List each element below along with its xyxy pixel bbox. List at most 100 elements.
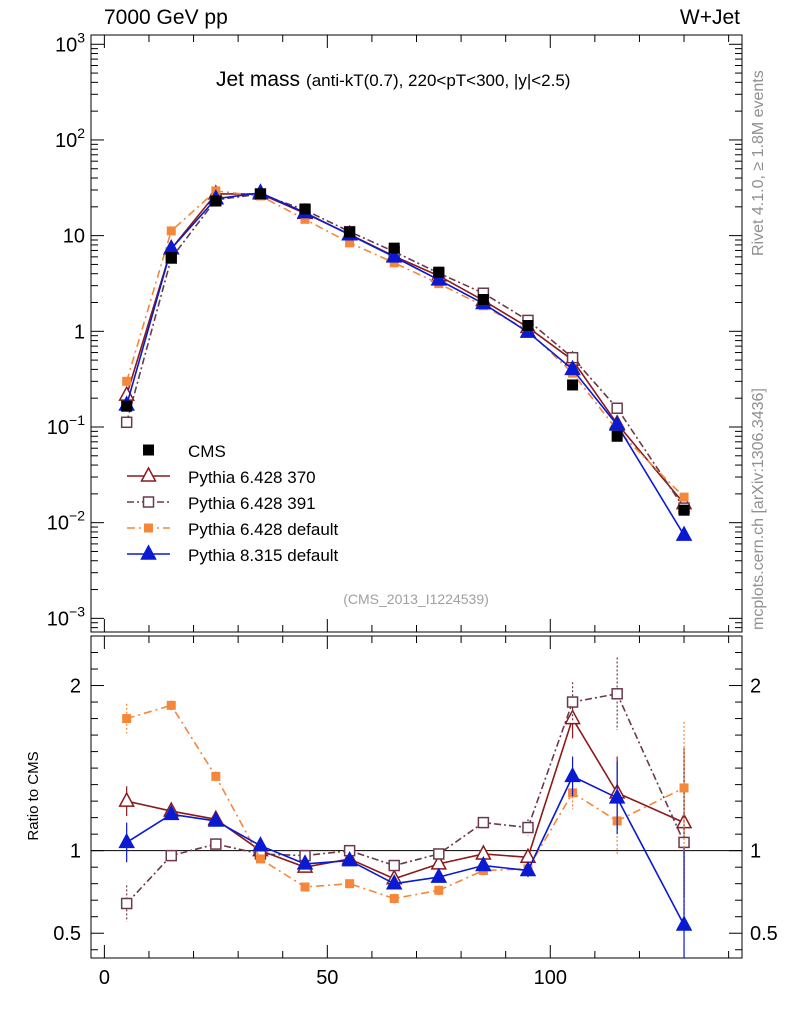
- ratio-point: [385, 874, 403, 890]
- cms-point: [299, 203, 311, 215]
- y-tick-exponent: 2: [77, 125, 85, 141]
- legend-label: Pythia 6.428 default: [188, 520, 339, 539]
- y-tick-exponent: 3: [77, 29, 85, 45]
- legend-marker-cms: [143, 444, 154, 456]
- series-point: [389, 258, 399, 268]
- ratio-point: [207, 811, 225, 827]
- series-point: [122, 376, 132, 386]
- y-tick-label: 10−3: [47, 603, 85, 630]
- ratio-point: [475, 855, 492, 872]
- ratio-point: [210, 838, 222, 850]
- y-tick-exponent: −3: [69, 603, 85, 619]
- ratio-point: [679, 783, 689, 793]
- ratio-point: [166, 700, 176, 710]
- ratio-axis-ticks: 0.5 0.5 1 1 2 2: [53, 652, 778, 951]
- ratio-point: [296, 854, 314, 870]
- ratio-point: [122, 714, 132, 724]
- y-tick-base: 10: [47, 417, 69, 439]
- series-point: [120, 416, 133, 429]
- ratio-point: [434, 885, 444, 895]
- chart-title: Jet mass (anti-kT(0.7), 220<pT<300, |y|<2…: [216, 68, 570, 91]
- ratio-tick-label-left: 2: [70, 676, 81, 698]
- cms-point: [567, 379, 579, 391]
- y-tick-base: 10: [47, 608, 69, 630]
- ratio-tick-label-left: 0.5: [53, 923, 81, 945]
- source-label: mcplots.cern.ch [arXiv:1306.3436]: [750, 388, 767, 630]
- analysis-id: (CMS_2013_I1224539): [343, 591, 489, 607]
- ratio-line-pythia-6-428-391: [126, 692, 685, 905]
- cms-point: [165, 252, 177, 264]
- series-point: [430, 270, 448, 286]
- x-tick-label: 100: [534, 967, 567, 989]
- cms-point: [477, 294, 489, 306]
- x-tick-label: 0: [99, 967, 110, 989]
- chart-title-subtitle: (anti-kT(0.7), 220<pT<300, |y|<2.5): [306, 71, 570, 90]
- ratio-point: [519, 860, 537, 877]
- ratio-point: [566, 696, 579, 708]
- ratio-tick-label-right: 0.5: [750, 923, 778, 945]
- series-point: [611, 402, 623, 414]
- cms-point: [388, 242, 400, 254]
- ratio-point: [564, 766, 581, 783]
- ratio-point: [522, 821, 534, 834]
- legend-marker: [140, 544, 157, 560]
- cms-point: [433, 266, 445, 278]
- ratio-point: [300, 882, 310, 892]
- cms-point: [678, 504, 690, 516]
- ratio-panel-frame: [90, 635, 743, 959]
- legend-label: CMS: [188, 442, 226, 461]
- ratio-point: [118, 791, 135, 807]
- series-point: [300, 214, 310, 224]
- cms-point: [121, 400, 133, 412]
- cms-point: [611, 430, 623, 442]
- y-tick-label: 10: [63, 226, 85, 248]
- energy-label: 7000 GeV pp: [104, 6, 228, 29]
- legend-marker: [142, 496, 155, 508]
- ratio-y-label: Ratio to CMS: [25, 751, 42, 840]
- chart-title-main: Jet mass: [216, 68, 300, 91]
- ratio-panel-series: [118, 657, 693, 958]
- ratio-point: [165, 849, 178, 862]
- series-point: [345, 238, 355, 248]
- legend-marker: [144, 523, 153, 533]
- rivet-label: Rivet 4.1.0, ≥ 1.8M events: [750, 70, 767, 256]
- series-point: [385, 247, 403, 263]
- ratio-line-pythia-6-428-default: [126, 704, 685, 900]
- cms-data-points: [121, 188, 690, 516]
- legend: CMS Pythia 6.428 370 Pythia 6.428 391 Pythi…: [127, 442, 339, 565]
- top-panel-frame: [90, 34, 743, 633]
- process-label: W+Jet: [679, 6, 740, 29]
- y-tick-label: 102: [55, 125, 85, 152]
- ratio-tick-label-right: 1: [750, 841, 761, 863]
- series-point: [679, 492, 689, 502]
- ratio-point: [211, 771, 221, 781]
- y-tick-label: 103: [55, 29, 85, 56]
- cms-point: [254, 188, 266, 200]
- y-tick-label: 1: [74, 321, 85, 343]
- y-tick-label: 10−1: [47, 412, 85, 439]
- ratio-point: [430, 867, 448, 883]
- ratio-point: [564, 708, 581, 725]
- legend-marker: [140, 466, 157, 482]
- ratio-point: [611, 688, 623, 700]
- x-axis-ticks: 0 50 100: [99, 35, 730, 989]
- legend-label: Pythia 6.428 391: [188, 494, 316, 513]
- ratio-point: [341, 850, 358, 867]
- x-tick-label: 50: [316, 967, 338, 989]
- cms-point: [210, 195, 222, 207]
- y-tick-base: 10: [47, 513, 69, 535]
- legend-label: Pythia 6.428 370: [188, 468, 316, 487]
- y-tick-base: 1: [74, 321, 85, 343]
- y-tick-exponent: −1: [69, 412, 85, 428]
- series-point: [608, 415, 626, 431]
- ratio-point: [255, 854, 265, 864]
- ratio-point: [388, 859, 400, 872]
- cms-point: [344, 226, 356, 238]
- series-point: [564, 359, 581, 376]
- y-tick-exponent: −2: [69, 508, 85, 524]
- cms-point: [522, 320, 534, 332]
- ratio-point: [608, 788, 626, 804]
- ratio-point: [120, 897, 133, 910]
